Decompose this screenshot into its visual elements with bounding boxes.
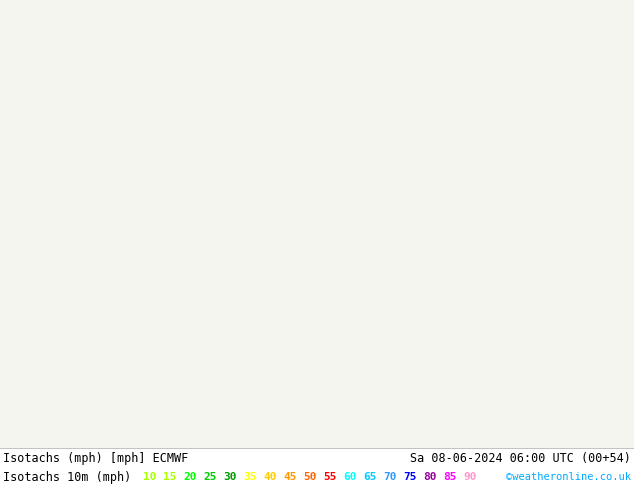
Text: 30: 30: [223, 472, 236, 482]
Text: 25: 25: [203, 472, 216, 482]
Text: 35: 35: [243, 472, 257, 482]
Text: Sa 08-06-2024 06:00 UTC (00+54): Sa 08-06-2024 06:00 UTC (00+54): [410, 451, 631, 465]
Text: ©weatheronline.co.uk: ©weatheronline.co.uk: [506, 472, 631, 482]
Text: 75: 75: [403, 472, 417, 482]
Text: 50: 50: [303, 472, 316, 482]
Text: Isotachs (mph) [mph] ECMWF: Isotachs (mph) [mph] ECMWF: [3, 451, 188, 465]
Text: 60: 60: [343, 472, 356, 482]
Text: 90: 90: [463, 472, 477, 482]
Text: 85: 85: [443, 472, 456, 482]
Text: 55: 55: [323, 472, 337, 482]
Text: 10: 10: [143, 472, 157, 482]
Text: 45: 45: [283, 472, 297, 482]
Text: 40: 40: [263, 472, 276, 482]
Text: 70: 70: [383, 472, 396, 482]
Text: 20: 20: [183, 472, 197, 482]
Text: Isotachs 10m (mph): Isotachs 10m (mph): [3, 470, 131, 484]
Text: 65: 65: [363, 472, 377, 482]
Bar: [0, 448, 634, 490]
Text: 80: 80: [423, 472, 436, 482]
Text: 15: 15: [163, 472, 176, 482]
